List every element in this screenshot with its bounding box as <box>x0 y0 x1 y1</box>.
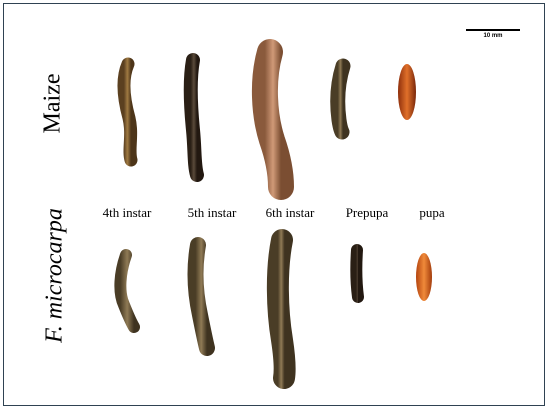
stage-label-4th-instar: 4th instar <box>102 205 152 220</box>
stage-label-prepupa: Prepupa <box>345 205 389 220</box>
scale-bar-label: 10 mm <box>483 33 503 39</box>
larva-5th-instar-fm <box>187 237 215 356</box>
larva-6th-instar-fm <box>266 229 296 389</box>
pupa-maize <box>398 64 416 120</box>
pupa-fm <box>416 253 432 301</box>
row-label-maize: Maize <box>39 73 66 134</box>
scale-bar <box>466 29 520 31</box>
prepupa-fm <box>350 244 364 303</box>
larva-4th-instar-fm <box>114 249 140 333</box>
stage-label-5th-instar: 5th instar <box>187 205 237 220</box>
stage-label-pupa: pupa <box>419 205 445 220</box>
row-label-f-microcarpa: F. microcarpa <box>41 208 68 343</box>
larva-5th-instar-maize <box>183 53 204 182</box>
prepupa-maize <box>330 58 351 140</box>
stage-label-6th-instar: 6th instar <box>265 205 315 220</box>
larva-6th-instar-maize <box>251 39 294 200</box>
larva-4th-instar-maize <box>117 57 138 167</box>
